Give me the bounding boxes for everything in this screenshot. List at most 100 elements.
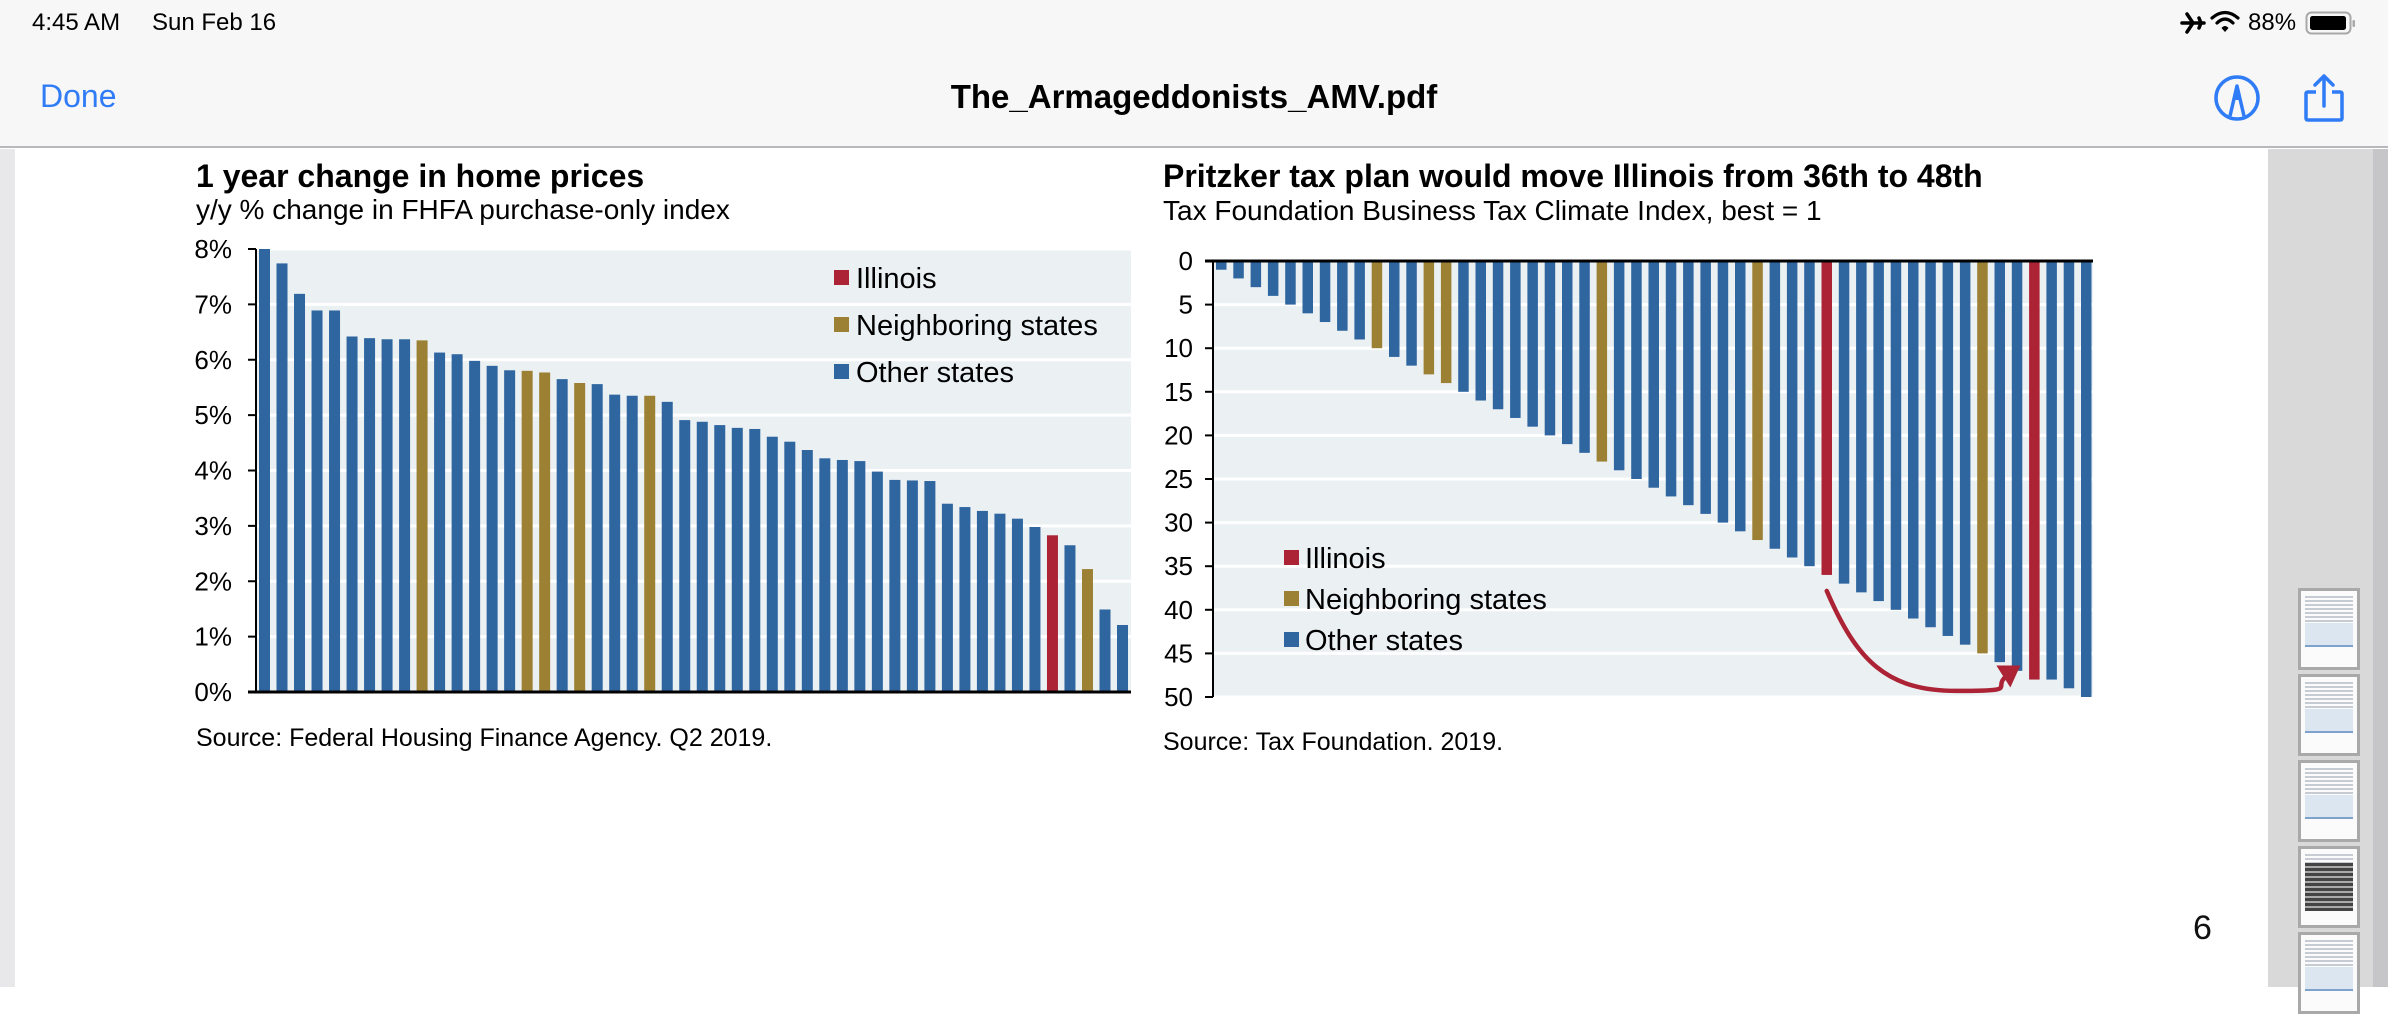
bar-other: [1579, 261, 1590, 453]
bar-neighboring: [1977, 261, 1988, 654]
legend-label-neighboring: Neighboring states: [1305, 584, 1547, 616]
status-time: 4:45 AM: [32, 9, 121, 36]
thumbnail-text-line: [2305, 960, 2353, 962]
navigation-bar: Done The_Armageddonists_AMV.pdf: [0, 46, 2388, 148]
thumbnail-figure: [2305, 795, 2353, 819]
bar-neighboring: [1440, 261, 1452, 384]
y-tick-label: 50: [1164, 682, 1193, 712]
y-tick-label: 20: [1164, 420, 1193, 450]
thumbnail-figure: [2305, 709, 2353, 733]
bar-other: [311, 310, 323, 692]
legend-label-neighboring: Neighboring states: [856, 310, 1098, 342]
thumbnail-text-line: [2305, 784, 2353, 786]
page-thumbnail[interactable]: [2298, 588, 2360, 670]
bar-illinois: [2029, 261, 2040, 680]
page-thumbnail[interactable]: [2298, 674, 2360, 756]
bar-neighboring: [416, 340, 428, 692]
bar-other: [1873, 261, 1884, 602]
bar-other: [994, 513, 1006, 692]
bar-other: [2063, 261, 2075, 689]
y-tick-label: 3%: [194, 511, 232, 541]
status-date: Sun Feb 16: [152, 9, 277, 36]
bar-other: [381, 339, 393, 692]
thumbnail-text-line: [2305, 768, 2353, 770]
bar-other: [784, 441, 796, 692]
bar-other: [801, 450, 813, 692]
legend-label-illinois: Illinois: [1305, 543, 1386, 575]
bar-other: [976, 510, 988, 692]
bar-other: [1029, 526, 1041, 692]
bar-other: [1319, 261, 1331, 323]
thumbnail-sidebar[interactable]: [2268, 149, 2373, 1014]
bar-other: [346, 336, 358, 692]
thumbnail-text-line: [2305, 792, 2353, 794]
bar-other: [1337, 261, 1348, 331]
bar-other: [1510, 261, 1521, 418]
thumbnail-text-line: [2305, 694, 2353, 696]
markup-pen-icon[interactable]: [2211, 72, 2263, 124]
bar-other: [1562, 261, 1573, 445]
thumbnail-text-line: [2305, 690, 2353, 692]
bar-other: [661, 401, 673, 692]
chart-source-home-prices: Source: Federal Housing Finance Agency. …: [196, 724, 773, 752]
legend-swatch-illinois: [1284, 550, 1299, 565]
chart-title-home-prices: 1 year change in home prices: [196, 158, 645, 194]
document-viewer[interactable]: 1 year change in home prices y/y % chang…: [0, 149, 2388, 1014]
bar-other: [836, 459, 848, 692]
y-tick-label: 4%: [194, 456, 232, 486]
thumbnail-text-line: [2305, 948, 2353, 950]
bar-neighboring: [1371, 261, 1383, 349]
thumbnail-text-line: [2305, 706, 2353, 708]
thumbnail-text-line: [2305, 964, 2353, 966]
bar-neighboring: [1596, 261, 1608, 462]
page-thumbnail[interactable]: [2298, 932, 2360, 1014]
y-tick-label: 5%: [194, 400, 232, 430]
legend-label-other: Other states: [856, 357, 1014, 389]
y-tick-label: 2%: [194, 566, 232, 596]
y-tick-label: 45: [1164, 638, 1193, 668]
airplane-mode-icon: [2180, 12, 2206, 34]
bar-other: [259, 249, 270, 692]
thumbnail-text-line: [2305, 616, 2353, 618]
thumbnail-text-line: [2305, 944, 2353, 946]
bar-other: [1631, 261, 1642, 479]
bar-other: [941, 503, 953, 692]
bar-other: [1233, 261, 1244, 279]
document-title: The_Armageddonists_AMV.pdf: [950, 78, 1438, 115]
bar-other: [1717, 261, 1729, 523]
bar-other: [1267, 261, 1279, 296]
bar-other: [871, 471, 883, 692]
thumbnail-text-line: [2305, 608, 2353, 610]
thumbnail-text-line: [2305, 698, 2353, 700]
bar-neighboring: [1423, 261, 1435, 375]
bar-other: [1648, 261, 1659, 488]
chart-source-tax-climate: Source: Tax Foundation. 2019.: [1163, 728, 1504, 756]
bar-other: [854, 461, 866, 692]
page-thumbnail[interactable]: [2298, 760, 2360, 842]
done-button[interactable]: Done: [40, 78, 117, 114]
bar-other: [1250, 261, 1262, 288]
annotation-arrowhead: [1996, 665, 2021, 688]
y-tick-label: 8%: [194, 234, 232, 264]
thumbnail-text-line: [2305, 788, 2353, 790]
y-tick-label: 35: [1164, 551, 1193, 581]
thumbnail-text-line: [2305, 702, 2353, 704]
sidebar-edge: [2373, 149, 2388, 987]
bar-other: [1011, 518, 1023, 692]
thumbnail-text-line: [2305, 858, 2353, 860]
y-tick-label: 25: [1164, 464, 1193, 494]
thumbnail-text-line: [2305, 596, 2353, 598]
y-tick-label: 6%: [194, 345, 232, 375]
share-icon[interactable]: [2298, 72, 2350, 124]
chart-title-tax-climate: Pritzker tax plan would move Illinois fr…: [1163, 158, 1983, 194]
thumbnail-figure: [2305, 967, 2353, 991]
y-tick-label: 40: [1164, 595, 1193, 625]
bar-neighboring: [539, 372, 551, 692]
bar-other: [591, 384, 603, 692]
bar-other: [1994, 261, 2005, 663]
chart-subtitle-home-prices: y/y % change in FHFA purchase-only index: [196, 194, 730, 225]
bar-other: [1117, 624, 1128, 692]
page-thumbnail[interactable]: [2298, 846, 2360, 928]
battery-icon: [2305, 11, 2355, 35]
bar-other: [2081, 261, 2092, 697]
